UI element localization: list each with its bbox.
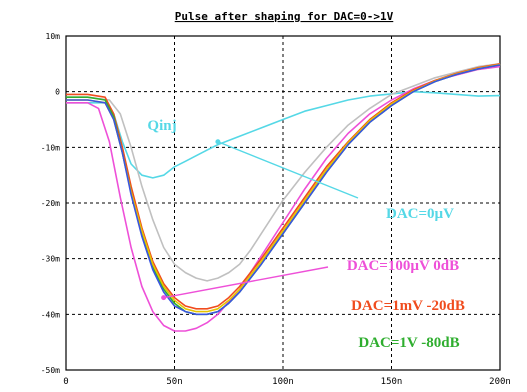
y-axis: 10m 0 -10m -20m -30m -40m -50m: [41, 32, 60, 375]
annotation-arrow: [163, 266, 329, 299]
annotation-arrowhead: [215, 139, 221, 145]
y-tick-label: -40m: [41, 310, 60, 319]
series-line-1: [66, 63, 501, 282]
annotation-label: DAC=100µV 0dB: [347, 258, 459, 274]
annotation-label: DAC=1V -80dB: [358, 335, 459, 351]
x-tick-label: 100n: [272, 377, 294, 387]
y-tick-label: 0: [55, 88, 60, 97]
y-tick-label: -50m: [41, 366, 60, 375]
x-axis: 0 50n 100n 150n 200n: [63, 377, 511, 387]
x-tick-label: 0: [63, 377, 68, 387]
chart-title: Pulse after shaping for DAC=0->1V: [175, 10, 394, 23]
y-tick-label: -30m: [41, 255, 60, 264]
annotation-layer: Qinj DAC=0µV DAC=100µV 0dB DAC=1mV -20dB DAC…: [147, 118, 464, 351]
annotation-arrowhead: [161, 295, 167, 301]
series-line-6: [66, 64, 501, 316]
series-line-2: [66, 65, 501, 332]
y-tick-label: -10m: [41, 143, 60, 152]
series-layer: [66, 63, 501, 332]
x-tick-label: 50n: [166, 377, 182, 387]
annotation-label: Qinj: [147, 118, 176, 134]
grid: [66, 36, 500, 370]
y-tick-label: 10m: [46, 32, 61, 41]
x-tick-label: 150n: [381, 377, 403, 387]
annotation-arrow: [217, 141, 359, 199]
series-line-3: [66, 63, 501, 310]
y-tick-label: -20m: [41, 199, 60, 208]
annotation-label: DAC=1mV -20dB: [351, 298, 465, 314]
annotation-label: DAC=0µV: [386, 206, 454, 222]
x-tick-label: 200n: [489, 377, 511, 387]
